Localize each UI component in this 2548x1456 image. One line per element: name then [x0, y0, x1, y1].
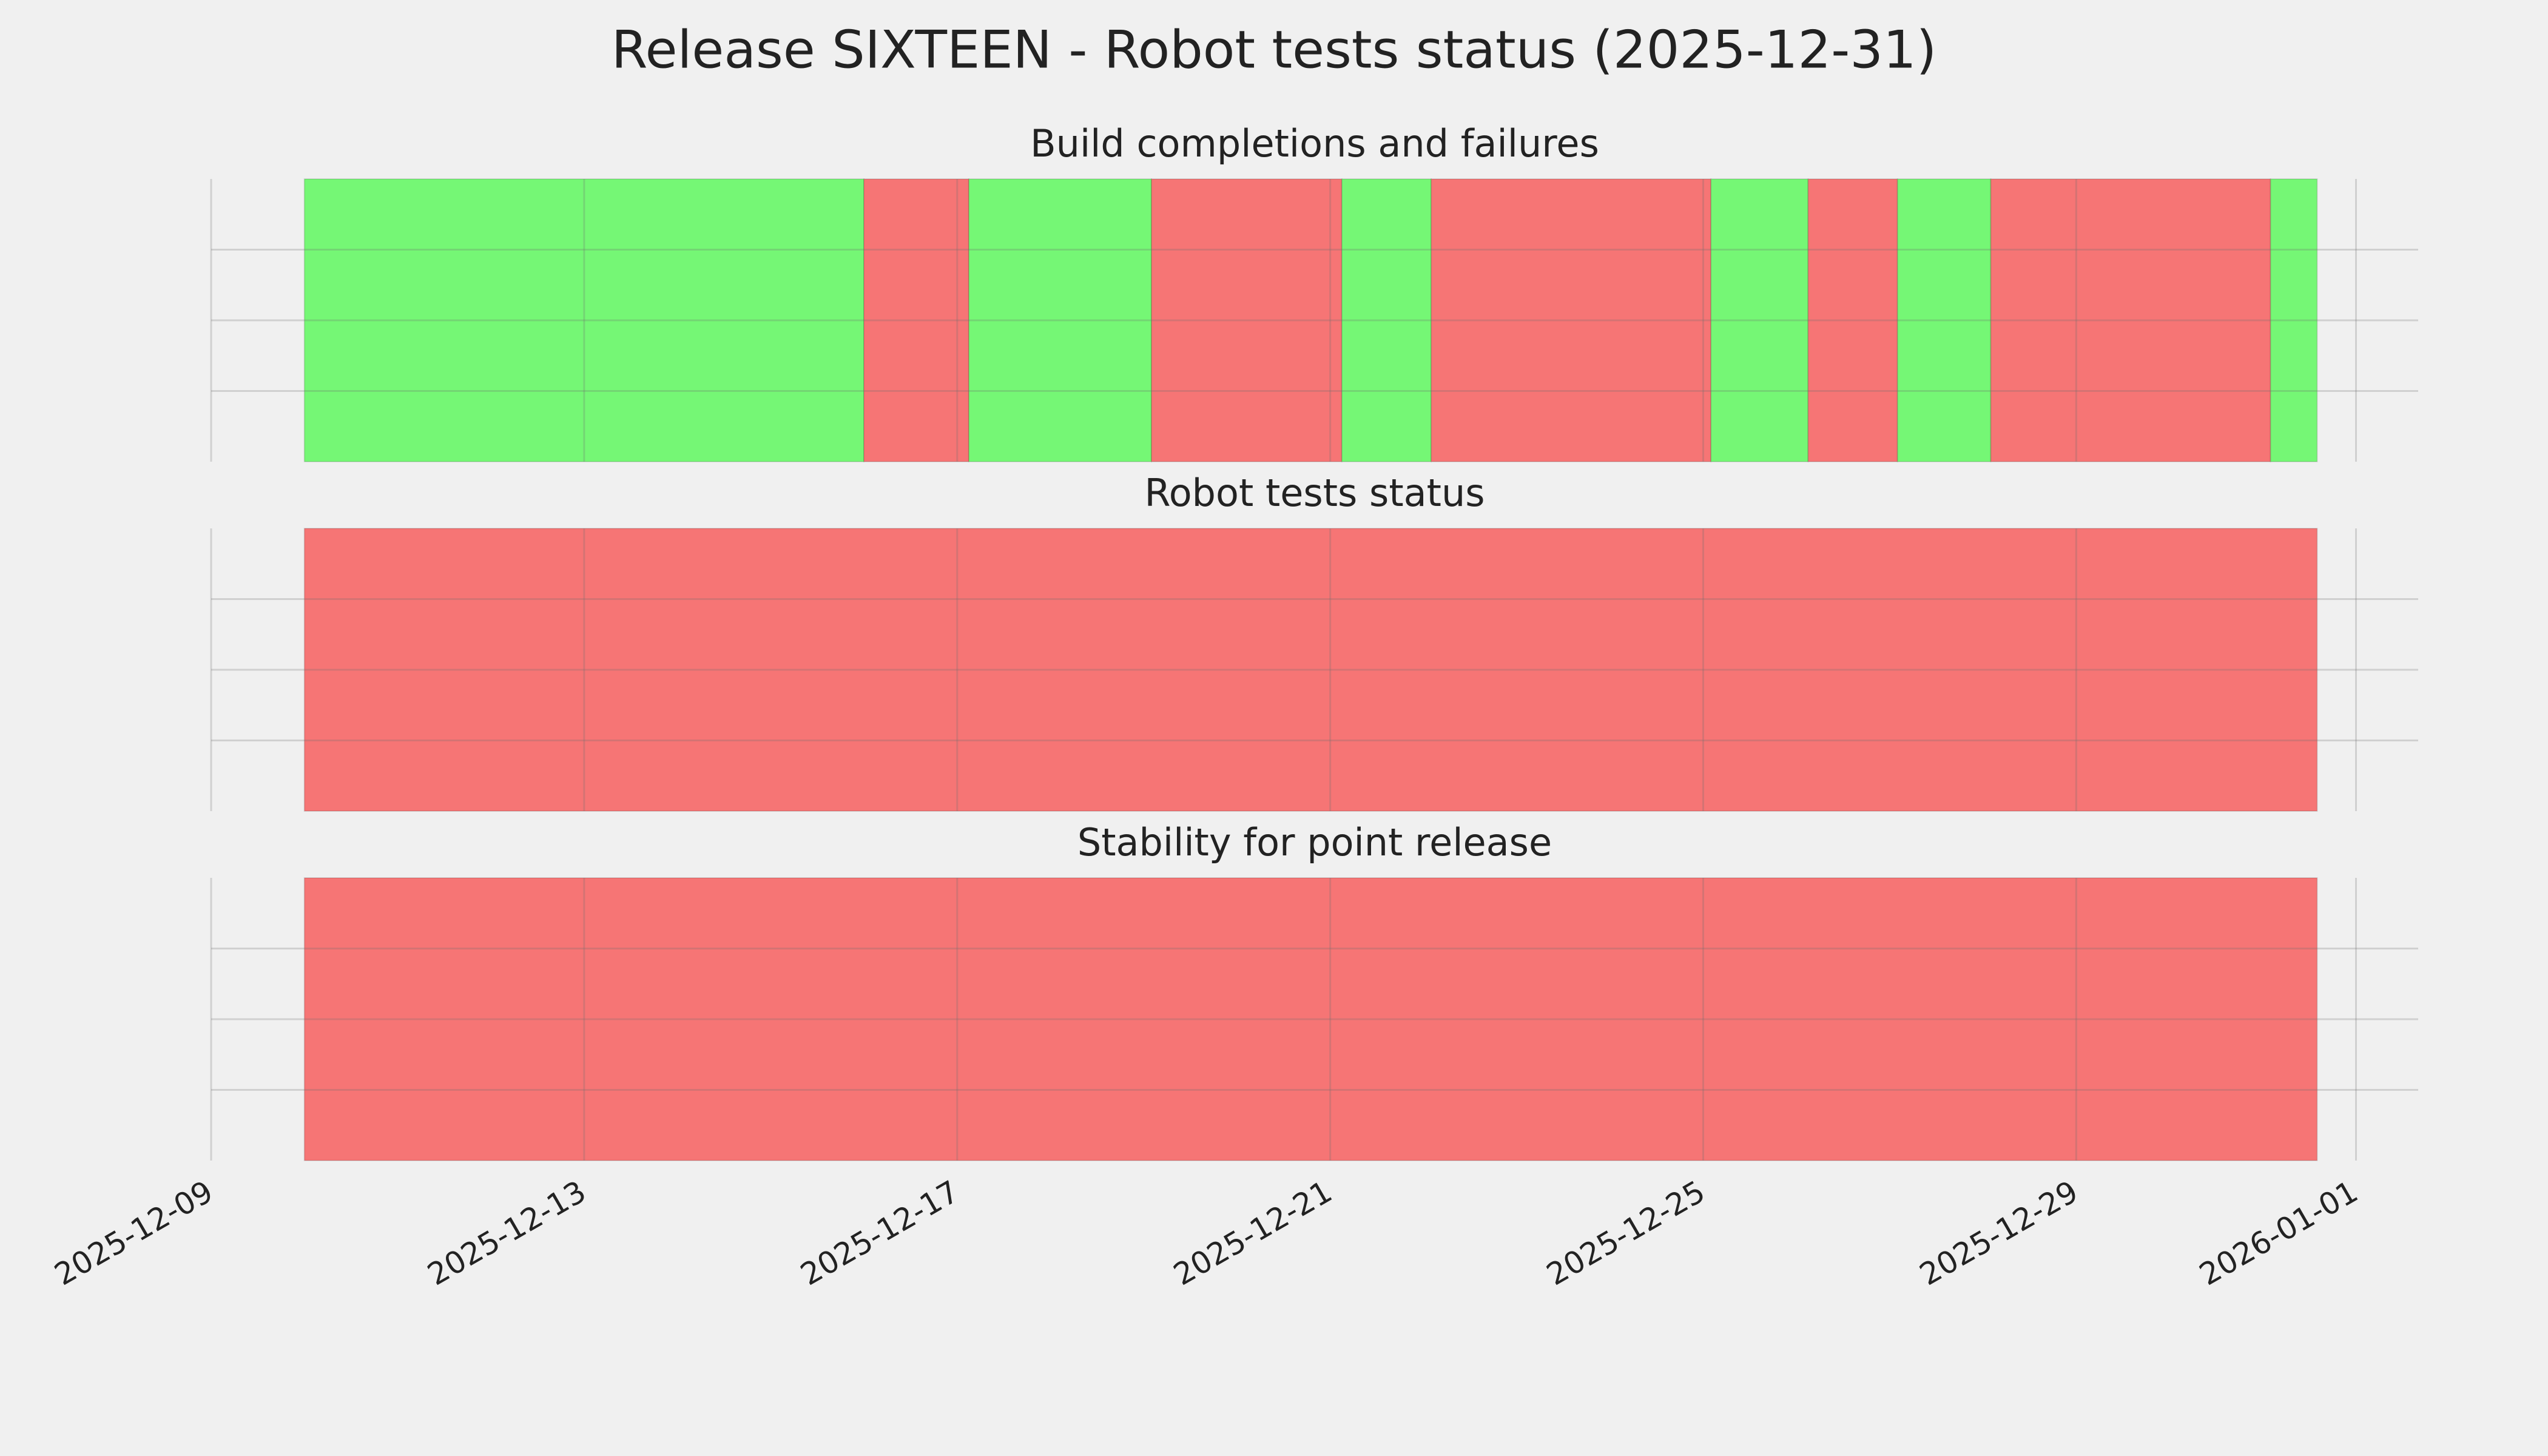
panel-title: Robot tests status: [1144, 471, 1485, 515]
status-segment: [303, 877, 2318, 1161]
x-tick-label: 2025-12-13: [422, 1174, 592, 1293]
status-segment: [2270, 178, 2318, 462]
status-segment: [863, 178, 969, 462]
status-segment: [303, 178, 865, 462]
x-tick-label: 2025-12-25: [1541, 1174, 1711, 1293]
panel-title: Build completions and failures: [1030, 121, 1599, 166]
status-segment: [1341, 178, 1432, 462]
status-segment: [1896, 178, 1992, 462]
status-segment: [303, 528, 2318, 812]
status-segment: [1990, 178, 2271, 462]
x-tick-label: 2025-12-21: [1168, 1174, 1338, 1293]
x-tick-label: 2025-12-17: [795, 1174, 965, 1293]
status-segment: [1431, 178, 1712, 462]
status-segment: [1807, 178, 1898, 462]
status-segment: [1710, 178, 1809, 462]
panel-title: Stability for point release: [1077, 820, 1552, 864]
chart-title: Release SIXTEEN - Robot tests status (20…: [612, 19, 1937, 80]
x-tick-label: 2025-12-29: [1913, 1174, 2084, 1293]
status-segment: [1150, 178, 1343, 462]
x-tick-label: 2025-12-09: [49, 1174, 219, 1293]
x-tick-label: 2026-01-01: [2194, 1174, 2364, 1293]
status-segment: [968, 178, 1152, 462]
